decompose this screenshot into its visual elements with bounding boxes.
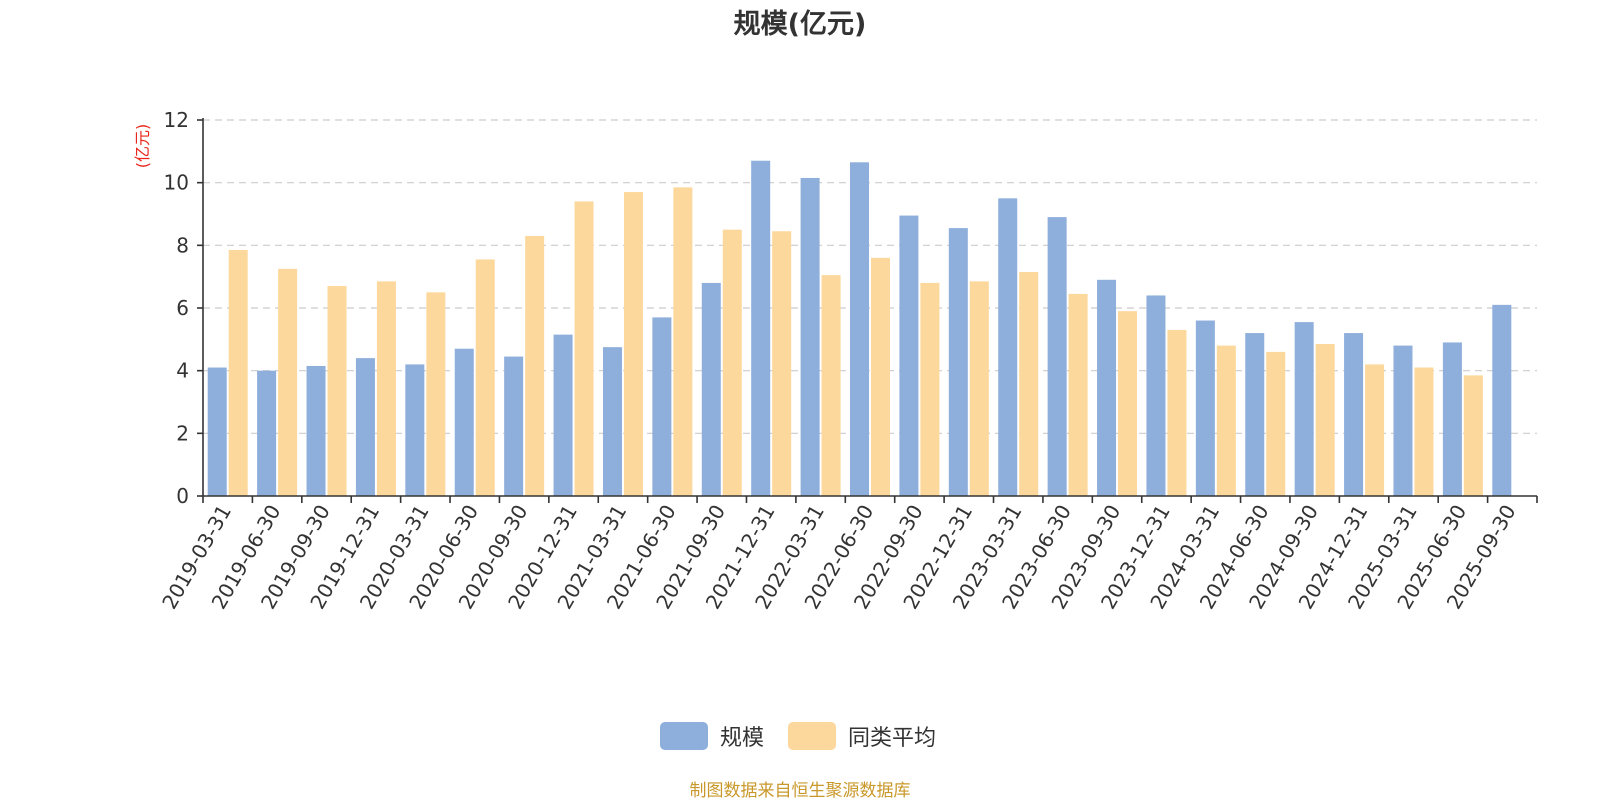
bar-规模-2023-09-30[interactable]	[1097, 279, 1117, 496]
legend-swatch	[660, 722, 708, 750]
y-axis-ticks: 0 2 4 6 8 10 12	[164, 108, 203, 508]
bar-规模-2025-03-31[interactable]	[1393, 345, 1413, 496]
bar-规模-2019-09-30[interactable]	[306, 365, 326, 496]
bar-规模-2022-09-30[interactable]	[899, 215, 919, 497]
bar-同类平均-2020-12-31[interactable]	[574, 201, 594, 496]
bar-同类平均-2021-06-30[interactable]	[673, 187, 693, 496]
bar-规模-2021-09-30[interactable]	[701, 282, 721, 496]
bar-同类平均-2021-03-31[interactable]	[623, 192, 643, 497]
bar-规模-2022-12-31[interactable]	[948, 228, 968, 496]
bar-同类平均-2021-09-30[interactable]	[722, 229, 742, 496]
bar-规模-2023-03-31[interactable]	[998, 198, 1018, 497]
y-tick-label: 2	[176, 421, 189, 445]
bar-同类平均-2023-09-30[interactable]	[1118, 311, 1138, 496]
legend-item-规模[interactable]: 规模	[660, 722, 764, 751]
legend-label: 同类平均	[848, 726, 936, 751]
bar-规模-2021-03-31[interactable]	[602, 347, 622, 496]
bar-同类平均-2019-12-31[interactable]	[376, 281, 396, 496]
bar-规模-2024-06-30[interactable]	[1245, 333, 1265, 496]
bar-规模-2022-06-30[interactable]	[850, 162, 869, 497]
chart-title: 规模(亿元)	[734, 9, 867, 40]
bar-同类平均-2022-09-30[interactable]	[920, 282, 940, 496]
bar-规模-2022-03-31[interactable]	[800, 177, 820, 496]
bar-同类平均-2019-03-31[interactable]	[228, 250, 248, 496]
y-axis-unit-label: (亿元)	[133, 124, 152, 169]
bar-规模-2024-03-31[interactable]	[1195, 320, 1215, 496]
bar-规模-2019-03-31[interactable]	[207, 367, 227, 496]
gridlines	[203, 119, 1537, 434]
bar-同类平均-2025-03-31[interactable]	[1414, 367, 1434, 496]
bar-同类平均-2020-06-30[interactable]	[475, 259, 495, 496]
bar-规模-2020-06-30[interactable]	[454, 348, 474, 496]
bar-同类平均-2022-06-30[interactable]	[871, 257, 890, 496]
bar-同类平均-2020-09-30[interactable]	[525, 235, 545, 496]
bar-规模-2023-06-30[interactable]	[1047, 217, 1067, 496]
bar-同类平均-2020-03-31[interactable]	[426, 292, 446, 496]
bar-同类平均-2024-06-30[interactable]	[1266, 351, 1286, 496]
bar-规模-2025-06-30[interactable]	[1442, 342, 1462, 496]
y-tick-label: 6	[176, 296, 189, 320]
bar-同类平均-2023-06-30[interactable]	[1068, 293, 1088, 496]
x-axis-ticks: 2019-03-312019-06-302019-09-302019-12-31…	[157, 496, 1538, 613]
y-tick-label: 8	[176, 233, 189, 257]
bar-同类平均-2024-12-31[interactable]	[1365, 364, 1385, 496]
bar-同类平均-2022-12-31[interactable]	[969, 281, 989, 496]
bar-同类平均-2019-06-30[interactable]	[278, 268, 298, 496]
bar-规模-2019-12-31[interactable]	[355, 358, 375, 496]
y-tick-label: 12	[164, 108, 189, 132]
bars	[207, 160, 1512, 497]
legend[interactable]: 规模 同类平均	[660, 722, 936, 751]
bar-规模-2021-12-31[interactable]	[751, 160, 771, 496]
y-tick-label: 10	[164, 171, 189, 195]
legend-label: 规模	[720, 726, 764, 751]
y-tick-label: 4	[176, 359, 189, 383]
bar-同类平均-2022-03-31[interactable]	[821, 275, 841, 496]
y-tick-label: 0	[176, 484, 189, 508]
bar-规模-2020-09-30[interactable]	[504, 356, 524, 496]
bar-同类平均-2023-12-31[interactable]	[1167, 329, 1187, 496]
bar-规模-2024-09-30[interactable]	[1294, 322, 1314, 496]
bar-规模-2024-12-31[interactable]	[1344, 333, 1364, 496]
axes	[202, 118, 1537, 497]
legend-item-同类平均[interactable]: 同类平均	[788, 722, 936, 751]
data-source-note: 制图数据来自恒生聚源数据库	[690, 781, 911, 800]
bar-规模-2025-09-30[interactable]	[1492, 304, 1512, 496]
bar-规模-2023-12-31[interactable]	[1146, 295, 1166, 496]
bar-规模-2021-06-30[interactable]	[652, 317, 672, 496]
bar-同类平均-2025-06-30[interactable]	[1463, 375, 1483, 496]
bar-同类平均-2021-12-31[interactable]	[772, 231, 792, 496]
legend-swatch	[788, 722, 836, 750]
bar-同类平均-2023-03-31[interactable]	[1019, 271, 1039, 496]
bar-规模-2019-06-30[interactable]	[257, 370, 277, 496]
bar-同类平均-2024-09-30[interactable]	[1315, 344, 1335, 496]
bar-同类平均-2019-09-30[interactable]	[327, 286, 347, 496]
bar-规模-2020-12-31[interactable]	[553, 334, 573, 496]
bar-规模-2020-03-31[interactable]	[405, 364, 425, 496]
bar-同类平均-2024-03-31[interactable]	[1216, 345, 1236, 496]
